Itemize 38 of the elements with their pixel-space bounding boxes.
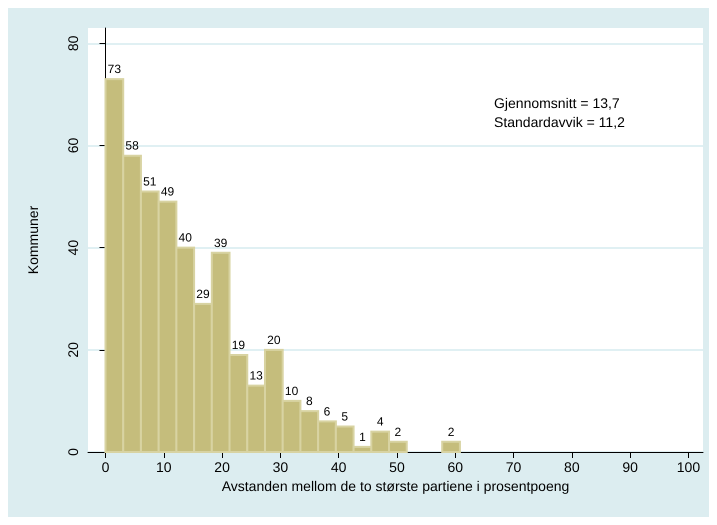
y-tick-label: 0 bbox=[65, 448, 81, 456]
annotation: Gjennomsnitt = 13,7 bbox=[494, 95, 620, 111]
data-label: 20 bbox=[267, 332, 281, 347]
data-label: 13 bbox=[249, 368, 264, 383]
data-label: 29 bbox=[196, 286, 210, 301]
data-label: 73 bbox=[108, 62, 122, 76]
y-axis-title: Kommuner bbox=[25, 205, 41, 274]
data-label: 4 bbox=[376, 414, 384, 429]
data-label: 5 bbox=[341, 409, 348, 424]
data-label: 40 bbox=[178, 230, 192, 245]
x-tick-label: 50 bbox=[389, 459, 405, 475]
data-label: 1 bbox=[359, 430, 366, 444]
data-label: 39 bbox=[214, 236, 228, 250]
x-tick-label: 30 bbox=[272, 459, 288, 475]
y-tick-label: 20 bbox=[65, 342, 81, 358]
data-label: 51 bbox=[143, 174, 157, 188]
x-tick-label: 90 bbox=[622, 459, 638, 475]
data-label: 49 bbox=[160, 184, 175, 199]
x-tick-label: 10 bbox=[156, 459, 172, 475]
data-label: 58 bbox=[125, 138, 140, 153]
data-label: 10 bbox=[284, 384, 299, 398]
y-tick-label: 80 bbox=[65, 35, 81, 52]
x-tick-label: 20 bbox=[214, 459, 230, 475]
annotation: Standardavvik = 11,2 bbox=[494, 114, 626, 130]
y-tick-label: 60 bbox=[65, 137, 81, 154]
data-label: 19 bbox=[232, 338, 246, 352]
x-tick-label: 100 bbox=[676, 459, 700, 475]
x-tick-label: 60 bbox=[447, 459, 464, 475]
x-tick-label: 40 bbox=[330, 459, 347, 475]
x-tick-label: 0 bbox=[102, 459, 110, 475]
data-label: 2 bbox=[394, 424, 402, 439]
data-label: 8 bbox=[306, 394, 313, 408]
x-tick-label: 70 bbox=[506, 459, 522, 475]
data-label: 2 bbox=[448, 424, 455, 439]
x-tick-label: 80 bbox=[564, 459, 580, 475]
data-label: 6 bbox=[324, 404, 331, 418]
x-axis-title: Avstanden mellom de to største partiene i prosentpoeng bbox=[222, 478, 570, 494]
y-tick-label: 40 bbox=[65, 240, 81, 256]
